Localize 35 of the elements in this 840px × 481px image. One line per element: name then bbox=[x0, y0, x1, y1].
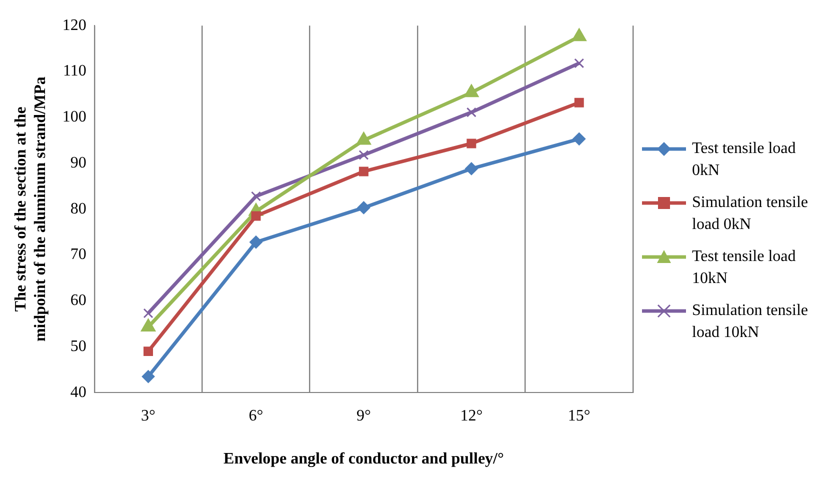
point bbox=[358, 150, 369, 160]
y-tick-label: 90 bbox=[70, 154, 86, 172]
legend-label: Test tensile load 10kN bbox=[692, 246, 797, 288]
y-tick-label: 80 bbox=[70, 200, 86, 218]
y-tick-label: 70 bbox=[70, 246, 86, 264]
point bbox=[143, 308, 154, 318]
x-tick-label: 6° bbox=[248, 407, 264, 424]
point bbox=[574, 98, 584, 108]
x-axis-title: Envelope angle of conductor and pulley/° bbox=[224, 450, 504, 468]
y-tick-label: 110 bbox=[62, 62, 86, 80]
x-tick-label: 9° bbox=[356, 407, 371, 424]
legend-label: Simulation tensile load 0kN bbox=[692, 192, 809, 234]
y-tick-label: 50 bbox=[70, 338, 86, 355]
y-tick-label: 60 bbox=[70, 292, 86, 310]
legend-label: Simulation tensile load 10kN bbox=[692, 300, 809, 342]
x-tick-label: 3° bbox=[141, 407, 156, 424]
y-tick-label: 120 bbox=[62, 16, 86, 34]
point bbox=[574, 58, 584, 68]
point bbox=[249, 236, 262, 249]
legend-label: Test tensile load 0kN bbox=[692, 138, 797, 180]
point bbox=[572, 132, 586, 146]
y-tick-label: 40 bbox=[70, 384, 86, 401]
y-tick-label: 100 bbox=[62, 108, 86, 126]
point bbox=[466, 138, 476, 148]
point bbox=[466, 107, 476, 118]
point bbox=[250, 191, 261, 202]
y-axis-title: The stress of the section at the midpoint of the aluminum strand/MPa bbox=[12, 76, 49, 342]
point bbox=[142, 370, 155, 384]
x-tick-label: 15° bbox=[568, 407, 590, 424]
point bbox=[251, 211, 261, 221]
x-tick-label: 12° bbox=[460, 407, 483, 424]
point bbox=[357, 201, 370, 214]
point bbox=[358, 166, 368, 176]
point bbox=[464, 162, 478, 176]
point bbox=[144, 346, 154, 356]
